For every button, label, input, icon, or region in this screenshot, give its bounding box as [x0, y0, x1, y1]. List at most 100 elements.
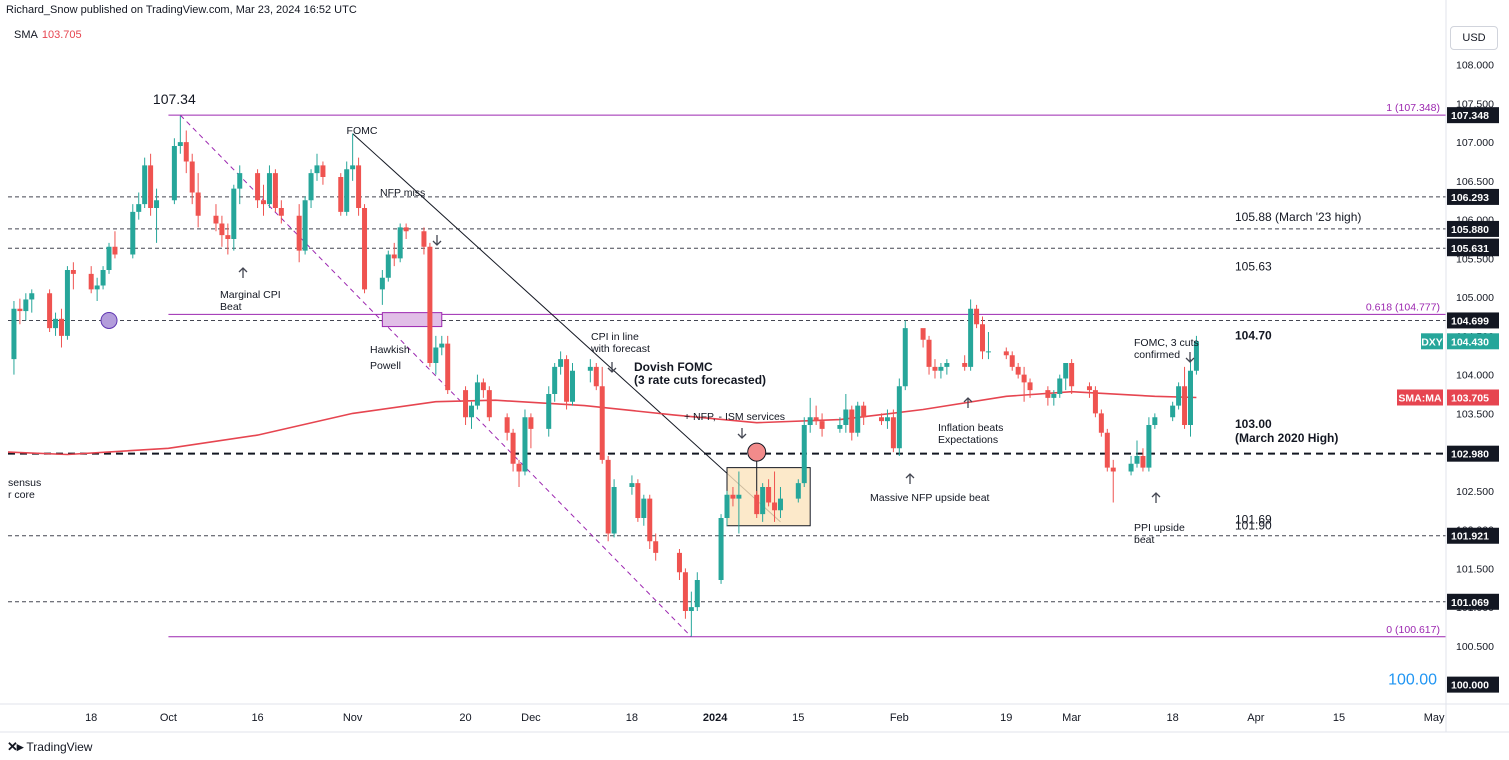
arrow-head: [1151, 492, 1161, 498]
candle-body: [552, 366, 558, 394]
candle-body: [724, 494, 730, 518]
candle-body: [807, 417, 813, 425]
tradingview-logo[interactable]: ✕▸ TradingView: [7, 739, 92, 755]
candle: [1092, 386, 1098, 418]
candle: [688, 591, 694, 637]
sma-legend[interactable]: SMA 103.705: [14, 29, 82, 41]
candle-body: [314, 165, 320, 174]
candle-body: [1003, 351, 1009, 356]
candle-body: [599, 386, 605, 460]
candle-body: [11, 308, 17, 360]
up-arrow-icon: [963, 397, 973, 408]
candle-body: [445, 343, 451, 391]
candle-body: [266, 173, 272, 205]
candle-body: [433, 347, 439, 363]
candle: [1104, 428, 1110, 472]
candle: [1146, 417, 1152, 472]
candle-body: [1182, 386, 1188, 425]
candle: [183, 130, 189, 174]
candle: [195, 173, 201, 228]
candle: [855, 401, 861, 437]
candle-body: [605, 459, 611, 534]
price-tag-text: 107.348: [1451, 110, 1489, 122]
candle: [58, 308, 64, 348]
candle-body: [1170, 405, 1176, 418]
candle: [849, 405, 855, 441]
x-tick-label: Dec: [521, 712, 541, 724]
last-price-tag: DXY 104.430: [1421, 333, 1499, 350]
candle-body: [896, 386, 902, 449]
candle: [1027, 378, 1033, 398]
price-tag: 100.000: [1447, 676, 1499, 693]
candle-body: [1140, 456, 1146, 468]
x-tick-label: Apr: [1247, 712, 1264, 724]
candle: [1015, 363, 1021, 379]
candle: [813, 405, 819, 425]
candle-body: [1027, 382, 1033, 391]
candle-body: [564, 359, 570, 402]
candle-body: [1051, 394, 1057, 398]
candle-body: [772, 502, 778, 511]
y-tick-label: 103.500: [1456, 408, 1494, 420]
price-tag-bg: [1447, 240, 1499, 257]
candle: [629, 475, 635, 495]
arrow-head: [432, 240, 442, 246]
y-tick-label: 102.500: [1456, 486, 1494, 498]
price-tag-text: 104.699: [1451, 315, 1489, 327]
candle: [64, 266, 70, 340]
level-label: 101.69: [1235, 513, 1272, 527]
candle-body: [154, 200, 160, 208]
level-label: 104.70: [1235, 328, 1272, 342]
annotation-text: r core: [8, 489, 35, 501]
candle: [974, 304, 980, 329]
candle: [1134, 440, 1140, 468]
candle-body: [421, 231, 427, 247]
candle: [653, 533, 659, 561]
candle: [843, 394, 849, 433]
candle: [1098, 409, 1104, 437]
candle: [148, 153, 154, 216]
candle-body: [1069, 363, 1075, 387]
candle: [980, 316, 986, 360]
currency-button[interactable]: USD: [1450, 26, 1498, 50]
symbol-tag-text: DXY: [1421, 336, 1443, 348]
annotation-text: sensus: [8, 477, 41, 489]
annotations: 105.88 (March '23 high) 105.63 104.70 103.0…: [8, 91, 1437, 689]
candle: [142, 157, 148, 208]
candle: [1003, 347, 1009, 360]
sma-tag-value-bg: [1447, 389, 1499, 406]
candle-body: [641, 498, 647, 518]
annotation-text: beat: [1134, 534, 1155, 546]
price-tag: 105.880: [1447, 220, 1499, 237]
candle-body: [255, 173, 261, 201]
candle-body: [88, 273, 94, 290]
candle-body: [878, 417, 884, 422]
candle-body: [391, 254, 397, 259]
candle: [1193, 335, 1199, 375]
annotation-text: Dovish FOMC: [634, 360, 713, 374]
arrow-head: [607, 367, 617, 373]
candle-body: [522, 417, 528, 472]
candle-body: [1009, 355, 1015, 367]
tradingview-logo-text: TradingView: [26, 740, 93, 754]
candle: [522, 409, 528, 476]
annotation-text: + NFP, - ISM services: [684, 411, 785, 423]
candle: [261, 184, 267, 216]
sma-tag-label: SMA:MA: [1398, 392, 1442, 404]
candle-body: [463, 390, 469, 418]
candle: [231, 184, 237, 251]
candle-body: [694, 580, 700, 608]
arrow-head: [963, 397, 973, 403]
candle: [385, 250, 391, 282]
candle-body: [647, 498, 653, 542]
candle-body: [938, 366, 944, 371]
candle: [599, 366, 605, 464]
candle-body: [64, 270, 70, 336]
candle-body: [296, 215, 302, 251]
candle-body: [148, 165, 154, 208]
candle: [694, 572, 700, 611]
annotation-text: Powell: [370, 360, 401, 372]
candle-body: [730, 494, 736, 499]
candle-body: [985, 351, 991, 353]
